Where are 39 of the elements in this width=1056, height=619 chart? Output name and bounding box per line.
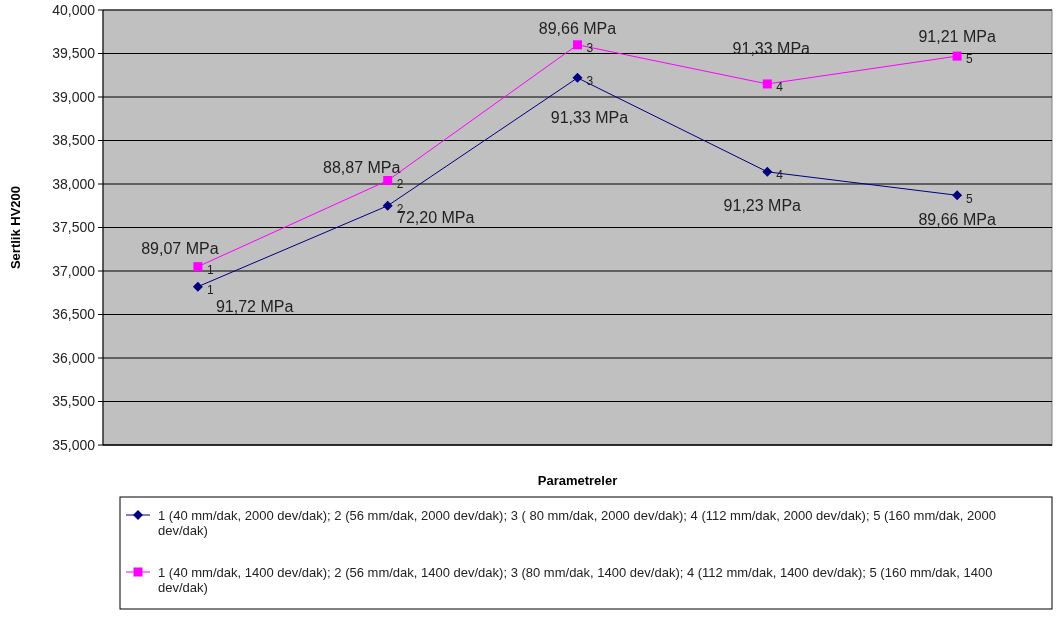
annotation: 89,66 MPa <box>538 20 617 38</box>
point <box>193 262 203 272</box>
y-axis-title: Sertlik HV200 <box>8 185 23 270</box>
y-tick-label: 40,000 <box>52 1 96 18</box>
point <box>383 176 393 186</box>
y-tick-label: 37,500 <box>52 219 96 236</box>
annotation: 88,87 MPa <box>323 159 401 177</box>
annotation: 89,07 MPa <box>141 240 219 258</box>
y-tick-label: 38,500 <box>52 132 96 149</box>
y-tick-label: 38,000 <box>52 175 96 192</box>
point <box>952 51 962 61</box>
annotation: 91,23 MPa <box>723 197 802 215</box>
annotation: 1 <box>206 282 214 297</box>
point <box>762 166 773 177</box>
point <box>573 40 582 50</box>
x-axis-title: Parametreler <box>537 473 618 488</box>
annotation: 91,33 MPa <box>550 109 629 127</box>
y-tick-label: 35,500 <box>52 393 96 410</box>
point <box>762 79 772 89</box>
point <box>192 281 203 292</box>
annotation: 5 <box>966 191 974 206</box>
y-tick-label: 37,000 <box>52 262 96 279</box>
y-tick-label: 36,000 <box>52 349 96 366</box>
point <box>952 190 963 201</box>
y-tick-label: 39,500 <box>52 45 96 62</box>
legend-label: 1 (40 mm/dak, 1400 dev/dak); 2 (56 mm/dak, 1400 dev/dak); 3 (80 mm/dak, 1400 dev/dak); 4 (112 mm/dak, 1400 dev/dak); 5 (160 mm/dak, 1400 dev/dak) <box>158 564 993 595</box>
annotation: 91,21 MPa <box>918 27 996 45</box>
annotation: 91,72 MPa <box>215 298 294 316</box>
point <box>572 72 583 83</box>
annotation: 4 <box>776 80 784 95</box>
y-tick-label: 36,500 <box>52 306 96 323</box>
annotation: 91,33 MPa <box>732 39 811 57</box>
annotation: 1 <box>206 262 214 277</box>
legend-label: 1 (40 mm/dak, 2000 dev/dak); 2 (56 mm/dak, 2000 dev/dak); 3 ( 80 mm/dak, 2000 dev/dak); 4 (112 mm/dak, 2000 dev/dak); 5 (160 mm/dak, 2000 dev/dak) <box>158 507 996 538</box>
y-tick-label: 35,000 <box>52 436 96 453</box>
y-tick-label: 39,000 <box>52 88 96 105</box>
annotation: 5 <box>966 52 974 67</box>
annotation: 89,66 MPa <box>918 210 996 228</box>
point <box>382 200 393 211</box>
